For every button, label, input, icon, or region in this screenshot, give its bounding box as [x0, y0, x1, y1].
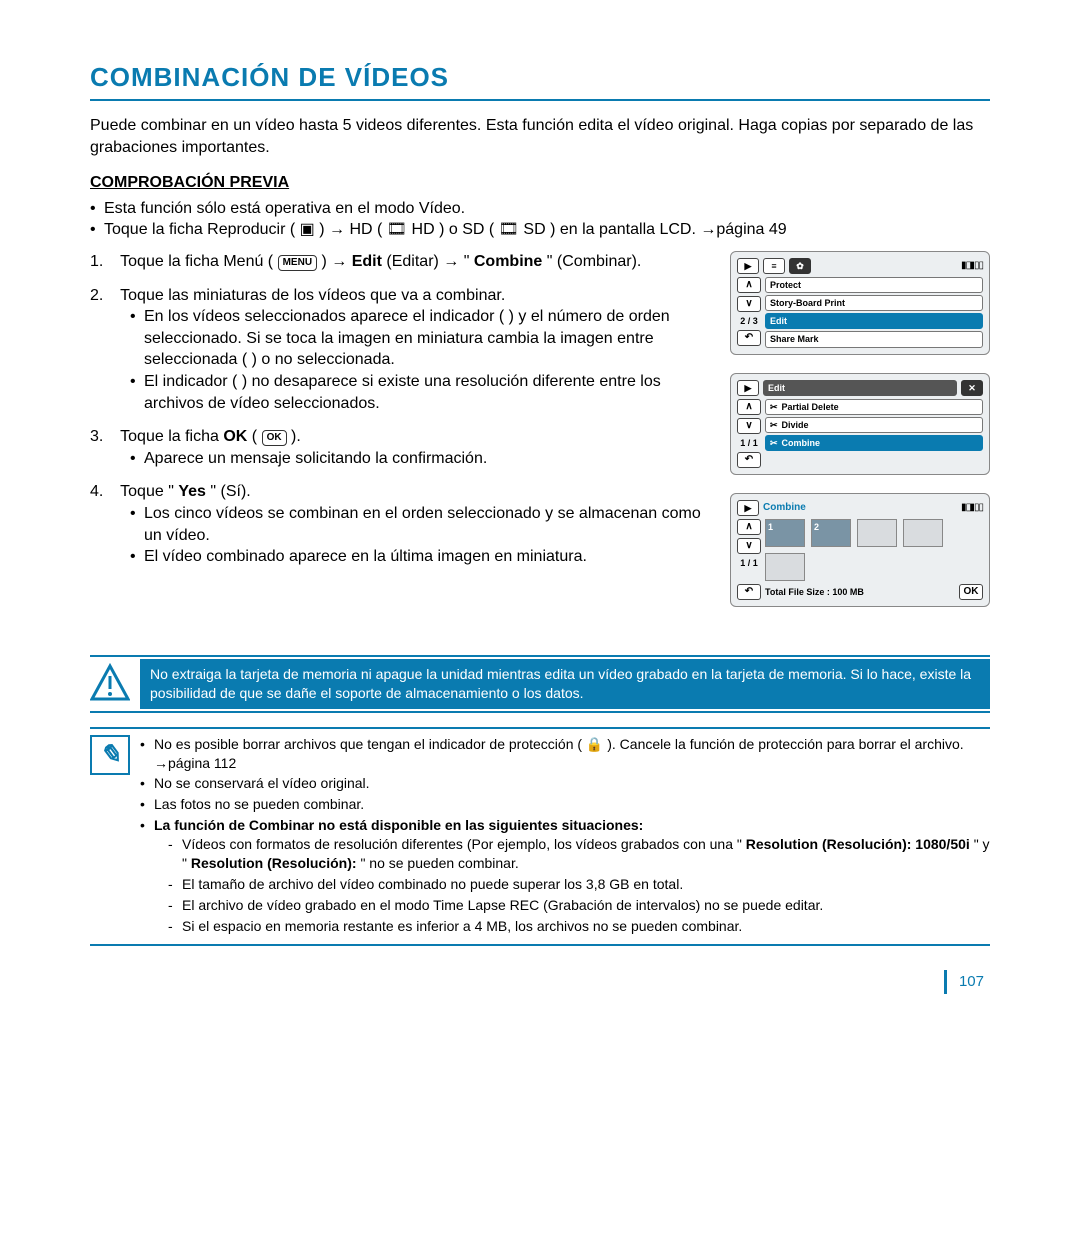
step-num: 4.: [90, 481, 116, 503]
edit-list: ✂Partial Delete ✂Divide ✂Combine: [765, 399, 983, 468]
up-button[interactable]: ∧: [737, 277, 761, 293]
step4-bold: Yes: [178, 483, 206, 500]
menu-item[interactable]: ✂Partial Delete: [765, 399, 983, 415]
menu-glyph: MENU: [278, 255, 317, 271]
step2-text: Toque las miniaturas de los vídeos que v…: [120, 287, 505, 304]
note-subitem: El archivo de vídeo grabado en el modo T…: [168, 896, 990, 915]
note-subitem: Vídeos con formatos de resolución difere…: [168, 835, 990, 873]
menu-item-selected[interactable]: ✂Combine: [765, 435, 983, 451]
menu-list: Protect Story-Board Print Edit Share Mar…: [765, 277, 983, 348]
step1-text: (Editar) → ": [386, 253, 469, 270]
step4-sub: Los cinco vídeos se combinan en el orden…: [144, 503, 712, 546]
play-icon: ▶: [737, 258, 759, 274]
up-button[interactable]: ∧: [737, 519, 761, 535]
back-button[interactable]: ↶: [737, 584, 761, 600]
step1-text: ) →: [322, 253, 352, 270]
intro-text: Puede combinar en un vídeo hasta 5 video…: [90, 115, 990, 158]
up-button[interactable]: ∧: [737, 399, 761, 415]
step1-text: Toque la ficha Menú (: [120, 253, 273, 270]
warning-text: No extraiga la tarjeta de memoria ni apa…: [140, 659, 990, 709]
step3-text: Toque la ficha: [120, 428, 223, 445]
precheck-heading: COMPROBACIÓN PREVIA: [90, 172, 990, 194]
play-icon: ▶: [737, 380, 759, 396]
down-button[interactable]: ∨: [737, 538, 761, 554]
lcd-panel-edit: ▶ Edit ✕ ∧ ∨ 1 / 1 ↶ ✂Partial Delete ✂Di…: [730, 373, 990, 475]
menu-item[interactable]: Share Mark: [765, 331, 983, 347]
panel-title: Edit: [763, 380, 957, 396]
panel-title: Combine: [763, 501, 957, 515]
step-2: 2. Toque las miniaturas de los vídeos qu…: [90, 285, 712, 415]
step-num: 1.: [90, 251, 116, 273]
note-subitem: El tamaño de archivo del vídeo combinado…: [168, 875, 990, 894]
step3-bold: OK: [223, 428, 247, 445]
note-item: La función de Combinar no está disponibl…: [140, 816, 990, 935]
note-item: Las fotos no se pueden combinar.: [140, 795, 990, 814]
close-icon[interactable]: ✕: [961, 380, 983, 396]
page-title: COMBINACIÓN DE VÍDEOS: [90, 60, 990, 101]
thumbnail[interactable]: 2: [811, 519, 851, 547]
step-3: 3. Toque la ficha OK ( OK ). Aparece un …: [90, 426, 712, 469]
step4-sub: El vídeo combinado aparece en la última …: [144, 546, 712, 568]
thumbnail[interactable]: [857, 519, 897, 547]
play-icon: ▶: [737, 500, 759, 516]
footer-label: Total File Size : 100 MB: [765, 586, 955, 598]
step1-bold: Combine: [474, 253, 542, 270]
note-box: ✎ No es posible borrar archivos que teng…: [90, 727, 990, 946]
note-item: No es posible borrar archivos que tengan…: [140, 735, 990, 773]
lcd-panel-menu: ▶ ≡ ✿ ▮◨▯▯ ∧ ∨ 2 / 3 ↶ Protect Story-Boa…: [730, 251, 990, 355]
thumbnail-grid: 1 2: [765, 519, 983, 581]
warning-icon: [90, 663, 130, 703]
ok-glyph: OK: [262, 430, 287, 446]
page-number: 107: [944, 970, 990, 994]
page-count: 1 / 1: [737, 437, 761, 449]
battery-icon: ▮◨▯▯: [961, 501, 983, 515]
back-button[interactable]: ↶: [737, 330, 761, 346]
back-button[interactable]: ↶: [737, 452, 761, 468]
note-icon: ✎: [90, 735, 130, 775]
step1-bold: Edit: [352, 253, 382, 270]
page-count: 2 / 3: [737, 315, 761, 327]
down-button[interactable]: ∨: [737, 418, 761, 434]
step-num: 2.: [90, 285, 116, 307]
step3-text: (: [252, 428, 262, 445]
step2-sub: El indicador ( ) no desaparece si existe…: [144, 371, 712, 414]
step2-sub: En los vídeos seleccionados aparece el i…: [144, 306, 712, 371]
precheck-list: Esta función sólo está operativa en el m…: [90, 198, 990, 241]
menu-item[interactable]: Story-Board Print: [765, 295, 983, 311]
note-bold: La función de Combinar no está disponibl…: [154, 817, 643, 833]
step4-text: Toque ": [120, 483, 174, 500]
ok-button[interactable]: OK: [959, 584, 983, 600]
note-list: No es posible borrar archivos que tengan…: [140, 735, 990, 938]
step-1: 1. Toque la ficha Menú ( MENU ) → Edit (…: [90, 251, 712, 273]
list-icon: ≡: [763, 258, 785, 274]
step3-text: ).: [291, 428, 301, 445]
gear-icon: ✿: [789, 258, 811, 274]
menu-item[interactable]: ✂Divide: [765, 417, 983, 433]
down-button[interactable]: ∨: [737, 296, 761, 312]
step4-text: " (Sí).: [210, 483, 250, 500]
menu-item[interactable]: Protect: [765, 277, 983, 293]
precheck-item: Esta función sólo está operativa en el m…: [90, 198, 990, 220]
lcd-panel-combine: ▶ Combine ▮◨▯▯ ∧ ∨ 1 / 1 1 2: [730, 493, 990, 607]
thumbnail[interactable]: [765, 553, 805, 581]
step-num: 3.: [90, 426, 116, 448]
step-4: 4. Toque " Yes " (Sí). Los cinco vídeos …: [90, 481, 712, 567]
thumbnail[interactable]: [903, 519, 943, 547]
step1-text: " (Combinar).: [547, 253, 642, 270]
note-item: No se conservará el vídeo original.: [140, 774, 990, 793]
step3-sub: Aparece un mensaje solicitando la confir…: [144, 448, 712, 470]
warning-box: No extraiga la tarjeta de memoria ni apa…: [90, 655, 990, 713]
menu-item-selected[interactable]: Edit: [765, 313, 983, 329]
battery-icon: ▮◨▯▯: [961, 259, 983, 273]
page-count: 1 / 1: [737, 557, 761, 569]
note-subitem: Si el espacio en memoria restante es inf…: [168, 917, 990, 936]
thumbnail[interactable]: 1: [765, 519, 805, 547]
precheck-item: Toque la ficha Reproducir ( ▣ ) → HD ( 🎞…: [90, 219, 990, 241]
